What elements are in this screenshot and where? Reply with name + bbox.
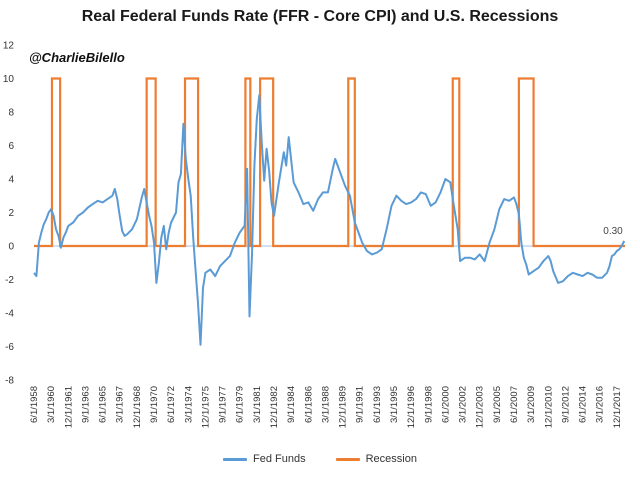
y-axis: -8 -6 -4 -2 0 2 4 6 8 10 12 [3, 41, 15, 387]
last-value-label: 0.30 [603, 226, 623, 237]
x-tick-label: 12/1/2010 [543, 386, 554, 428]
x-tick-label: 3/1/1981 [252, 386, 263, 423]
x-tick-label: 12/1/1996 [406, 386, 417, 428]
x-tick-label: 9/1/2005 [492, 386, 503, 423]
x-tick-label: 6/1/2007 [509, 386, 520, 423]
y-tick-label: -6 [5, 342, 14, 353]
legend-label-fed-funds: Fed Funds [253, 453, 306, 465]
x-tick-label: 6/1/1972 [166, 386, 177, 423]
y-tick-label: 10 [3, 74, 15, 85]
legend-item-fed-funds: Fed Funds [223, 449, 306, 469]
y-tick-label: -4 [5, 309, 14, 320]
x-tick-label: 6/1/1958 [29, 386, 40, 423]
x-tick-label: 12/1/1989 [338, 386, 349, 428]
x-tick-label: 9/1/1970 [149, 386, 160, 423]
x-tick-label: 6/1/2014 [578, 386, 589, 423]
x-tick-label: 9/1/1998 [423, 386, 434, 423]
legend-swatch-recession [335, 457, 360, 461]
x-tick-label: 3/1/2009 [526, 386, 537, 423]
x-tick-label: 12/1/1961 [63, 386, 74, 428]
x-tick-label: 3/1/1974 [183, 386, 194, 423]
y-tick-label: -2 [5, 275, 14, 286]
x-tick-label: 6/1/1979 [235, 386, 246, 423]
recession-line [34, 77, 625, 248]
legend: Fed Funds Recession [0, 449, 640, 469]
x-tick-label: 9/1/1984 [286, 386, 297, 423]
x-tick-label: 9/1/1991 [355, 386, 366, 423]
fed-funds-series [33, 94, 626, 346]
x-tick-label: 9/1/1963 [80, 386, 91, 423]
x-axis: 6/1/1958 3/1/1960 12/1/1961 9/1/1963 6/1/196… [29, 386, 623, 428]
recession-series [34, 77, 625, 248]
x-tick-label: 3/1/1995 [389, 386, 400, 423]
x-tick-label: 3/1/2002 [458, 386, 469, 423]
y-tick-label: 6 [8, 141, 14, 152]
x-tick-label: 12/1/2003 [475, 386, 486, 428]
x-tick-label: 12/1/2017 [612, 386, 623, 428]
x-tick-label: 3/1/1967 [115, 386, 126, 423]
x-tick-label: 12/1/1982 [269, 386, 280, 428]
x-tick-label: 3/1/2016 [595, 386, 606, 423]
y-tick-label: 4 [8, 175, 14, 186]
y-tick-label: 2 [8, 208, 14, 219]
x-tick-label: 9/1/2012 [560, 386, 571, 423]
x-tick-label: 6/1/2000 [440, 386, 451, 423]
legend-item-recession: Recession [335, 449, 417, 469]
legend-swatch-fed-funds [223, 457, 248, 461]
x-tick-label: 9/1/1977 [218, 386, 229, 423]
author-handle: @CharlieBilello [29, 50, 125, 65]
legend-label-recession: Recession [365, 453, 417, 465]
y-tick-label: 12 [3, 41, 15, 52]
x-tick-label: 3/1/1960 [46, 386, 57, 423]
y-tick-label: 8 [8, 108, 14, 119]
y-tick-label: 0 [8, 242, 14, 253]
y-tick-label: -8 [5, 376, 14, 387]
x-tick-label: 6/1/1965 [98, 386, 109, 423]
x-tick-label: 6/1/1986 [303, 386, 314, 423]
x-tick-label: 12/1/1968 [132, 386, 143, 428]
x-tick-label: 12/1/1975 [200, 386, 211, 428]
x-tick-label: 6/1/1993 [372, 386, 383, 423]
x-tick-label: 3/1/1988 [320, 386, 331, 423]
fed-funds-line [33, 94, 626, 346]
chart-title: Real Federal Funds Rate (FFR - Core CPI)… [81, 8, 559, 25]
